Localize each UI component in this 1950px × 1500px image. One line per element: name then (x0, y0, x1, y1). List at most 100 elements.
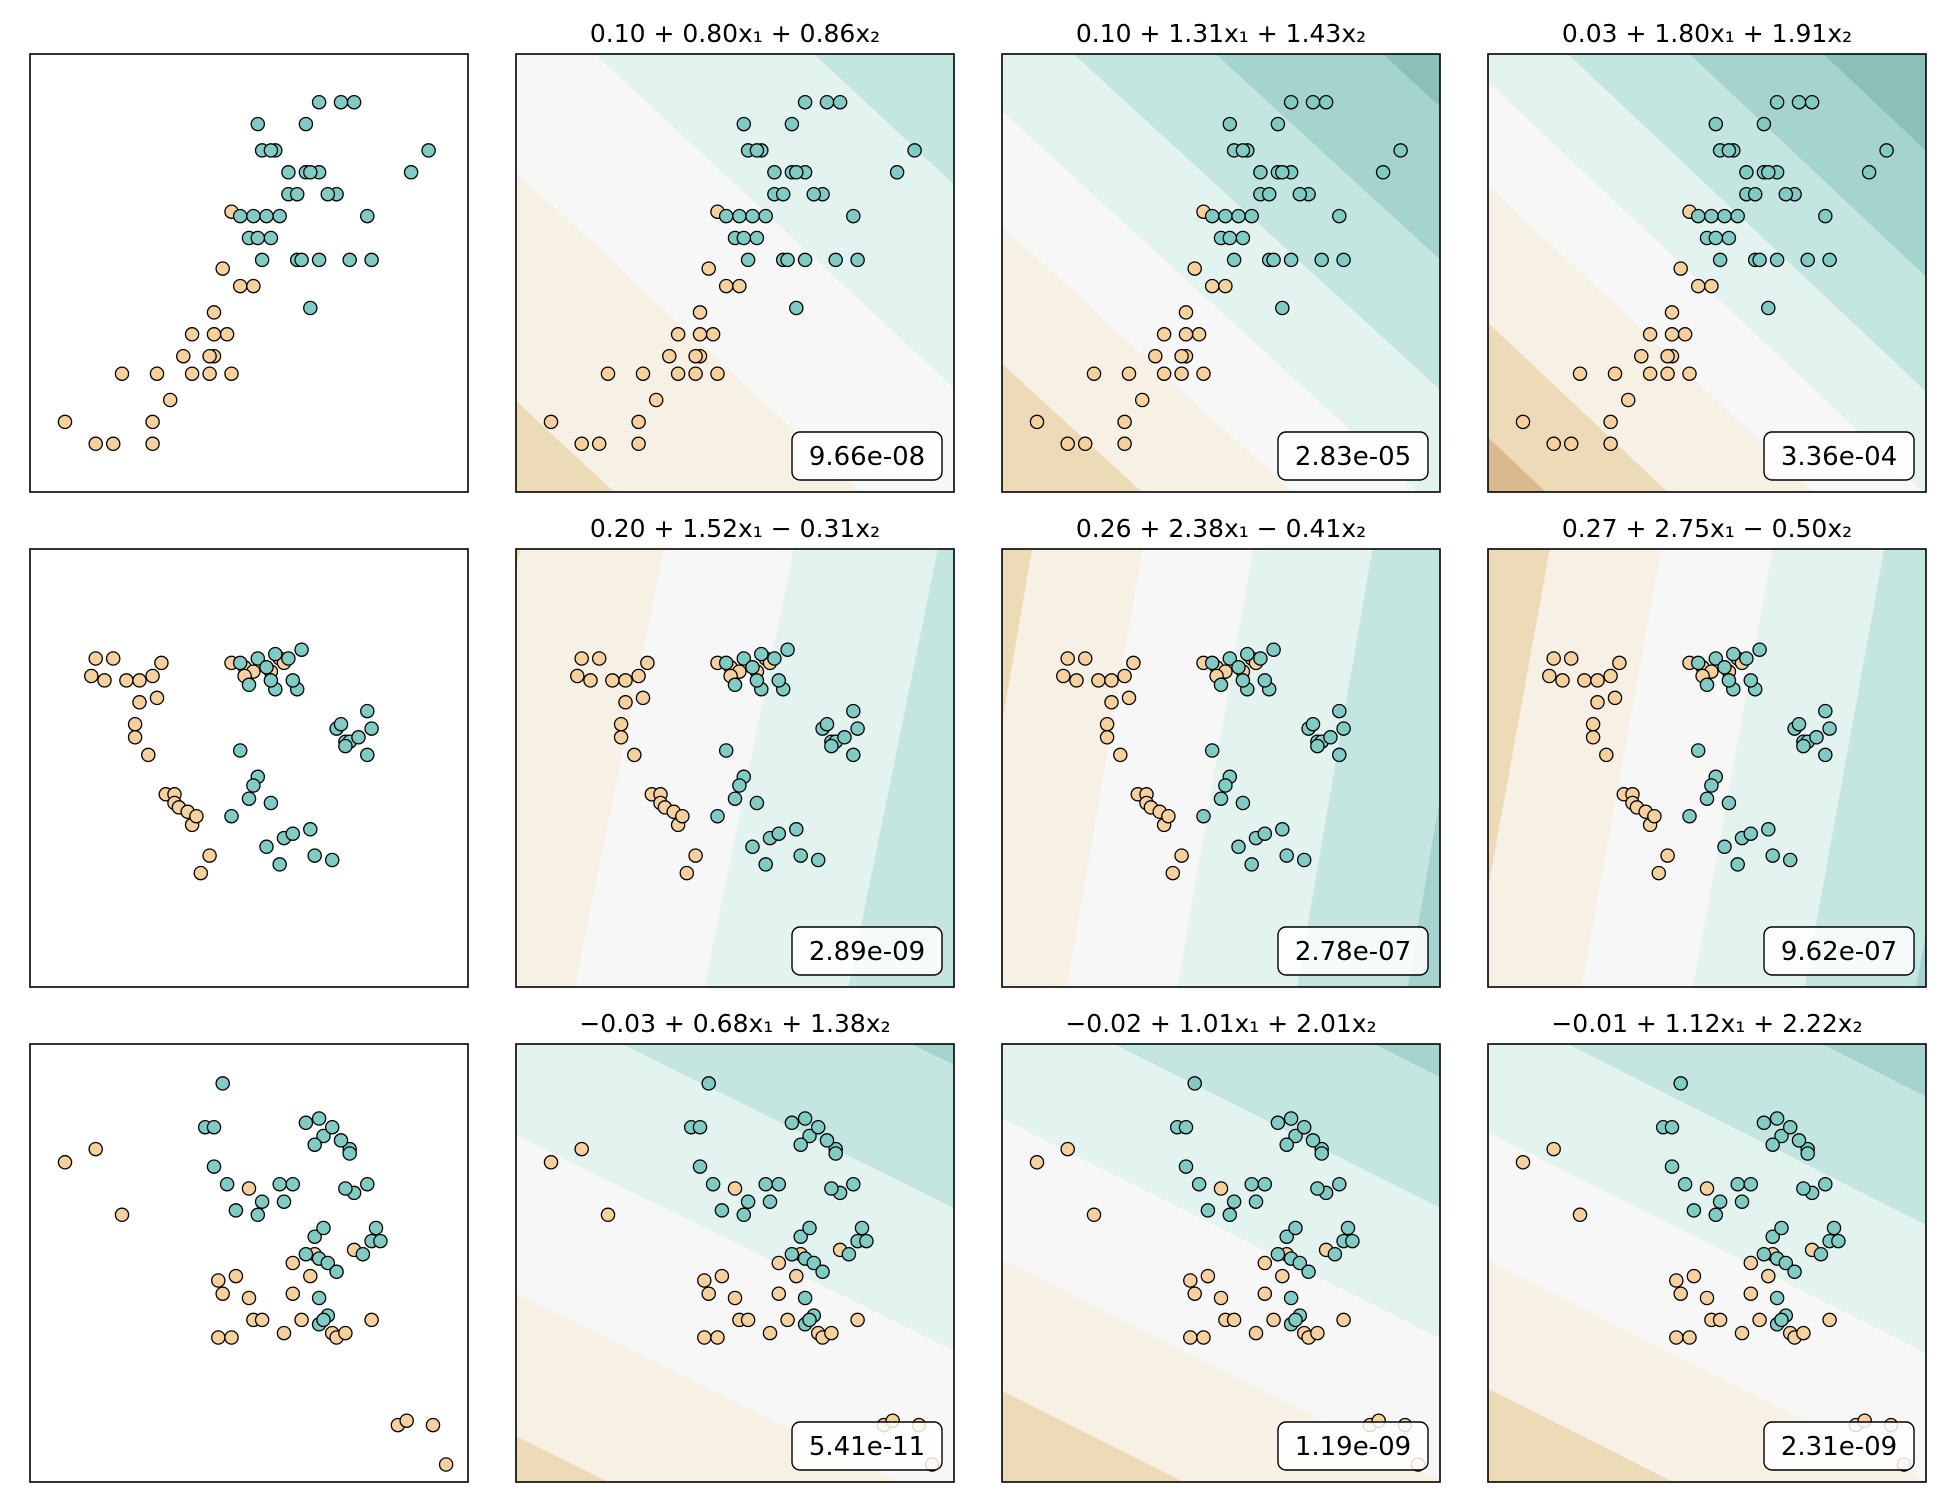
point-class-a (1113, 747, 1128, 763)
contour-band (1581, 549, 1774, 987)
point-class-b (810, 852, 826, 868)
point-class-a (1682, 366, 1697, 381)
point-class-b (246, 208, 261, 224)
point-class-b (232, 655, 248, 671)
point-class-a (1660, 366, 1675, 381)
point-class-b (206, 1119, 222, 1135)
point-class-a (1060, 651, 1075, 666)
point-class-b (1699, 791, 1715, 806)
point-class-b (784, 1246, 800, 1262)
point-class-b (1861, 165, 1877, 180)
point-class-a (824, 1325, 839, 1341)
point-class-a (1104, 695, 1119, 710)
point-class-b (303, 300, 318, 316)
point-class-a (162, 392, 178, 408)
contour-band (848, 549, 954, 987)
point-class-b (311, 1290, 327, 1306)
plot-frame (29, 53, 469, 493)
point-class-b (329, 1264, 344, 1280)
point-class-b (342, 1146, 357, 1161)
point-class-b (263, 673, 279, 688)
point-class-b (1664, 1119, 1680, 1135)
point-class-b (1305, 94, 1321, 110)
point-class-b (1218, 778, 1233, 793)
point-class-b (1717, 660, 1732, 675)
point-class-b (1305, 716, 1321, 732)
point-class-b (1257, 1176, 1273, 1192)
point-class-b (1774, 1220, 1789, 1236)
point-class-b (215, 1076, 230, 1091)
point-class-b (1332, 1176, 1347, 1192)
point-class-a (697, 1273, 712, 1288)
point-class-b (1296, 1119, 1312, 1135)
point-class-a (1634, 348, 1649, 364)
point-class-a (727, 1290, 743, 1306)
point-class-b (1270, 116, 1286, 132)
point-class-a (1752, 1312, 1767, 1328)
point-class-b (789, 300, 804, 316)
plot-frame (1001, 53, 1441, 493)
plot-background (30, 54, 468, 492)
point-class-a (1546, 1141, 1561, 1157)
plot-frame (29, 1043, 469, 1483)
point-class-b (1314, 1146, 1329, 1161)
point-class-b (749, 230, 765, 246)
point-class-a (246, 278, 261, 294)
point-class-a (1200, 1268, 1216, 1284)
point-class-b (758, 208, 773, 224)
point-class-b (1336, 252, 1351, 268)
point-class-a (618, 673, 633, 688)
point-class-b (250, 1207, 266, 1223)
contour-band (1297, 549, 1440, 987)
point-class-b (1809, 730, 1824, 745)
point-class-a (1699, 1181, 1715, 1196)
point-class-b (324, 852, 340, 868)
point-class-b (285, 826, 301, 841)
point-class-b (1717, 839, 1732, 855)
point-class-b (1305, 1133, 1321, 1148)
point-class-a (215, 261, 230, 276)
panel-r0-c0 (29, 53, 469, 493)
point-class-a (762, 1325, 778, 1341)
point-class-b (1253, 651, 1268, 666)
point-class-a (1603, 668, 1618, 684)
point-class-b (1257, 673, 1273, 688)
point-class-b (1222, 651, 1238, 666)
point-class-b (819, 94, 835, 110)
point-class-a (438, 1457, 454, 1472)
point-class-b (797, 252, 813, 268)
point-class-b (793, 1137, 808, 1152)
point-class-b (837, 730, 852, 745)
point-class-b (307, 1229, 322, 1244)
point-class-a (675, 808, 690, 824)
contour-band (1804, 549, 1926, 987)
point-class-a (574, 651, 589, 666)
point-class-a (1664, 305, 1680, 320)
point-class-b (338, 738, 353, 754)
point-class-a (1156, 366, 1172, 381)
point-class-a (1148, 348, 1163, 364)
point-class-a (1642, 366, 1658, 381)
point-class-b (1257, 826, 1273, 841)
point-class-a (57, 1155, 73, 1170)
point-class-b (1283, 252, 1299, 268)
point-class-b (859, 1233, 874, 1249)
point-class-b (1261, 186, 1277, 202)
panel-r1-c1: 0.20 + 1.52x₁ − 0.31x₂ 2.89e-09 (515, 514, 955, 988)
contour-band (1568, 1044, 1926, 1225)
point-class-b (1879, 143, 1894, 158)
point-class-b (1818, 747, 1833, 763)
point-class-a (1743, 1286, 1759, 1301)
point-class-a (1563, 651, 1579, 666)
point-class-b (767, 651, 782, 666)
point-class-a (206, 305, 222, 320)
point-class-a (670, 327, 686, 342)
point-class-b (241, 791, 257, 806)
point-class-b (819, 1133, 835, 1148)
point-class-b (1310, 738, 1325, 754)
contour-band (1693, 549, 1885, 987)
point-class-a (850, 1312, 865, 1328)
point-class-a (1607, 690, 1623, 706)
point-class-a (1069, 673, 1084, 688)
point-class-b (1822, 721, 1837, 736)
